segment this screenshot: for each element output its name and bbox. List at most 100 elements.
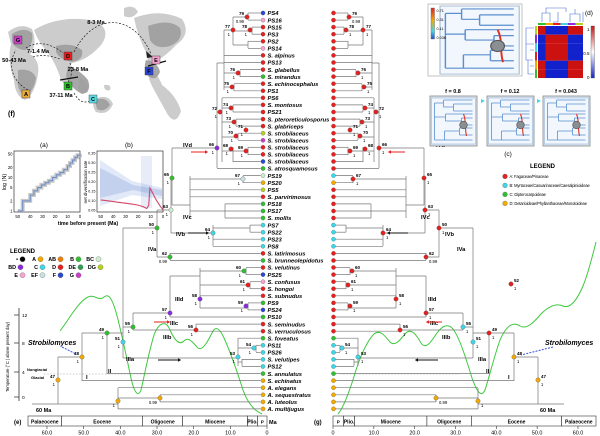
tick-label: 40.0 xyxy=(115,431,126,436)
node-support-number: 63 xyxy=(163,204,169,209)
tip-dot-right xyxy=(331,95,336,101)
tip-dot-left xyxy=(260,208,266,214)
taxon-label: PS4 xyxy=(268,11,280,17)
temp-tick: 0 xyxy=(22,395,25,401)
node-pp: 0.99 xyxy=(159,259,168,264)
heatmap-cell xyxy=(568,43,576,53)
node-support-number: 73 xyxy=(226,116,232,121)
taxon-label: PS3 xyxy=(268,32,280,38)
node-support-number: 75 xyxy=(224,81,230,86)
legend-item-label: AB xyxy=(48,257,56,263)
node-pp: 1 xyxy=(241,153,244,158)
node-pp: 1 xyxy=(481,403,484,408)
heatmap-strip xyxy=(535,52,537,61)
node-dot xyxy=(247,27,253,33)
node-dot xyxy=(422,207,428,213)
tip-dot-right xyxy=(331,328,336,334)
time-axis-right: (g) P Plio. Miocene Oligocene Eocene Palaeoce… xyxy=(314,415,597,436)
node-pp: 1 xyxy=(226,151,229,156)
heatmap-strip xyxy=(568,23,576,25)
era-label: P xyxy=(261,419,264,424)
node-pp: 1 xyxy=(427,180,430,185)
node-support-number: 70 xyxy=(363,130,369,135)
node-dot xyxy=(235,354,241,360)
legend-item-label: E xyxy=(14,273,18,279)
arrow xyxy=(520,346,554,356)
tip-dot-left xyxy=(260,272,266,277)
heatmap-cell xyxy=(545,43,553,53)
tick-label: 20.0 xyxy=(188,431,199,436)
heatmap-scale-tick: 1 xyxy=(587,27,590,32)
tip-dot-right xyxy=(331,286,336,291)
tip-dot-left xyxy=(260,88,266,94)
node-pp: 1 xyxy=(152,230,155,235)
node-pp: 1 xyxy=(77,359,80,364)
tip-dot-right xyxy=(331,392,336,398)
legend-item-label: EF xyxy=(31,273,39,279)
node-support-number: 54 xyxy=(246,342,252,347)
tip-dot-right xyxy=(331,194,336,200)
node-dot xyxy=(376,145,382,151)
tip-dot-left xyxy=(260,286,266,291)
tip-dot-left xyxy=(260,215,266,221)
tip-dot-left xyxy=(260,109,266,115)
node-support-number: 47 xyxy=(50,374,56,379)
tip-dot-right xyxy=(331,350,336,355)
node-dot xyxy=(120,339,126,345)
node-dot xyxy=(508,281,514,287)
node-dot xyxy=(423,254,429,260)
panel-label-b: (b) xyxy=(125,142,133,149)
taxon-label: PS20 xyxy=(268,181,283,187)
region-box xyxy=(13,35,23,45)
heatmap-cell xyxy=(568,60,576,70)
panel-a-ylabel: log (N) xyxy=(2,174,8,191)
legend-item-label: B: Myrtaceae/Casuarinaceae/Caesalpinioid… xyxy=(510,183,591,188)
taxon-label: PS26 xyxy=(268,351,283,357)
node-support-number: 67 xyxy=(356,173,362,178)
legend-dot xyxy=(57,264,64,270)
taxon-label: S. strobilaceus xyxy=(268,146,310,152)
panel-label-a: (a) xyxy=(40,142,48,149)
node-support-number: 52 xyxy=(514,278,520,283)
taxon-label: A. sequestratus xyxy=(267,393,312,399)
legend-dot xyxy=(37,256,44,262)
heatmap-cell xyxy=(575,26,583,35)
node-dot xyxy=(169,175,175,181)
migration-arrows xyxy=(11,22,152,103)
tip-dot-left xyxy=(260,166,266,171)
tip-dot-right xyxy=(331,123,336,129)
node-support-number: 58 xyxy=(399,293,405,298)
node-dot xyxy=(243,303,249,309)
tip-dot-right xyxy=(331,187,336,193)
node-support-number: 63 xyxy=(428,204,434,209)
temperature-axis-label: Temperature (°C | above present day) xyxy=(5,321,10,392)
heatmap-strip xyxy=(535,26,537,35)
heatmap-cell xyxy=(538,52,546,61)
node-dot xyxy=(421,175,427,181)
migration-label: 23-8 Ma xyxy=(68,67,89,73)
legend-dot xyxy=(95,256,102,262)
root-age-left: 60 Ma xyxy=(36,408,52,414)
tip-dot-left xyxy=(260,392,266,398)
taxon-label: PS21 xyxy=(268,110,282,116)
heatmap-cell xyxy=(553,34,561,44)
node-dot xyxy=(393,296,399,302)
legend-dot xyxy=(19,256,26,262)
a-xtick: 50 xyxy=(15,214,20,219)
temp-tick: 4 xyxy=(22,370,25,376)
node-dot xyxy=(193,327,199,333)
panel-b: (b) net diversification rate time before… xyxy=(58,142,164,227)
node-pp: 1 xyxy=(514,286,517,291)
a-ytick: 1 xyxy=(10,209,13,214)
node-pp: 1 xyxy=(366,32,369,37)
tip-dot-left xyxy=(260,399,266,405)
node-dot xyxy=(470,339,476,345)
rate-tree-panel: 0.71 0.31 0.11 0.036 xyxy=(427,3,523,77)
node-dot xyxy=(231,119,237,125)
tip-dot-left xyxy=(260,194,266,200)
era-label: Miocene xyxy=(205,419,225,425)
node-pp: 1 xyxy=(231,138,234,143)
node-support-number: 47 xyxy=(541,374,547,379)
heatmap-cell xyxy=(560,52,568,61)
